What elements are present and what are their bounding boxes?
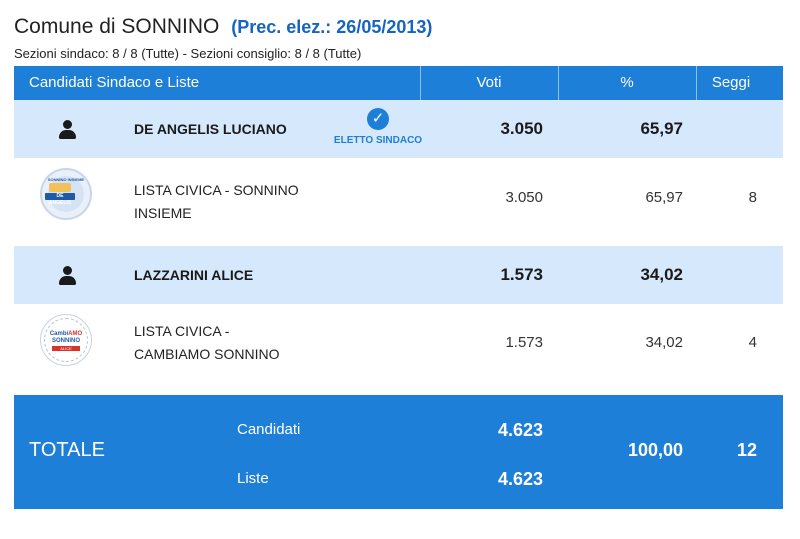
list-name-line-2: INSIEME (134, 205, 192, 221)
column-header-candidati: Candidati Sindaco e Liste (29, 74, 200, 91)
table-row-list[interactable]: SONNINO INSIEME DE ANGELIS LISTA CIVICA … (14, 158, 783, 246)
candidate-percent: 34,02 (640, 265, 683, 284)
column-header-percent: % (620, 74, 634, 91)
table-header: Candidati Sindaco e Liste Voti % Seggi (14, 66, 783, 100)
logo-band-text: DE ANGELIS (45, 193, 75, 206)
logo-text: SONNINO INSIEME (47, 177, 85, 182)
list-name-line-1: LISTA CIVICA - SONNINO (134, 182, 299, 198)
candidate-votes: 3.050 (500, 119, 543, 138)
page-title: Comune di SONNINO (Prec. elez.: 26/05/20… (14, 14, 432, 40)
candidate-name: LAZZARINI ALICE (134, 267, 254, 283)
de-angelis-logo: SONNINO INSIEME DE ANGELIS (40, 168, 92, 220)
check-circle-icon: ✓ (367, 108, 389, 130)
column-header-seggi: Seggi (711, 74, 751, 91)
totals-row: TOTALE Candidati 4.623 Liste 4.623 100,0… (14, 395, 783, 509)
elected-label: ELETTO SINDACO (333, 135, 423, 146)
sections-info: Sezioni sindaco: 8 / 8 (Tutte) - Sezioni… (14, 46, 362, 61)
table-row-candidate[interactable]: DE ANGELIS LUCIANO ✓ ELETTO SINDACO 3.05… (14, 100, 783, 158)
list-seats: 8 (748, 189, 757, 206)
total-liste-label: Liste (237, 470, 269, 487)
total-candidati-label: Candidati (237, 421, 301, 438)
list-percent: 65,97 (645, 189, 683, 206)
comune-name: Comune di SONNINO (14, 15, 220, 38)
header-divider (696, 66, 697, 100)
previous-election-link[interactable]: (Prec. elez.: 26/05/2013) (231, 17, 433, 37)
total-seats: 12 (736, 440, 757, 460)
logo-text: CambiAMO (49, 331, 83, 337)
total-label: TOTALE (29, 439, 105, 461)
candidate-votes: 1.573 (500, 265, 543, 284)
logo-text: SONNINO (51, 338, 80, 344)
header-divider (420, 66, 421, 100)
total-candidati-votes: 4.623 (497, 420, 543, 440)
candidate-percent: 65,97 (640, 119, 683, 138)
person-icon (58, 266, 76, 285)
results-table: Candidati Sindaco e Liste Voti % Seggi D… (14, 66, 783, 392)
elected-badge: ✓ ELETTO SINDACO (332, 108, 424, 146)
table-row-candidate[interactable]: LAZZARINI ALICE 1.573 34,02 (14, 246, 783, 304)
column-header-voti: Voti (476, 74, 502, 91)
candidate-name: DE ANGELIS LUCIANO (134, 121, 287, 137)
list-seats: 4 (748, 334, 757, 351)
list-votes: 1.573 (505, 334, 543, 351)
list-name: LISTA CIVICA - SONNINO INSIEME (134, 179, 334, 225)
header-divider (558, 66, 559, 100)
list-name-line-1: LISTA CIVICA - (134, 323, 230, 339)
list-name-line-2: CAMBIAMO SONNINO (134, 346, 280, 362)
logo-band-text: ALICE LAZZARINI (52, 346, 80, 356)
total-percent: 100,00 (627, 440, 683, 460)
table-row-list[interactable]: CambiAMO SONNINO ALICE LAZZARINI LISTA C… (14, 304, 783, 392)
list-votes: 3.050 (505, 189, 543, 206)
total-liste-votes: 4.623 (497, 469, 543, 489)
cambiamo-sonnino-logo: CambiAMO SONNINO ALICE LAZZARINI (40, 314, 92, 366)
person-icon (58, 120, 76, 139)
list-name: LISTA CIVICA - CAMBIAMO SONNINO (134, 320, 334, 366)
list-percent: 34,02 (645, 334, 683, 351)
